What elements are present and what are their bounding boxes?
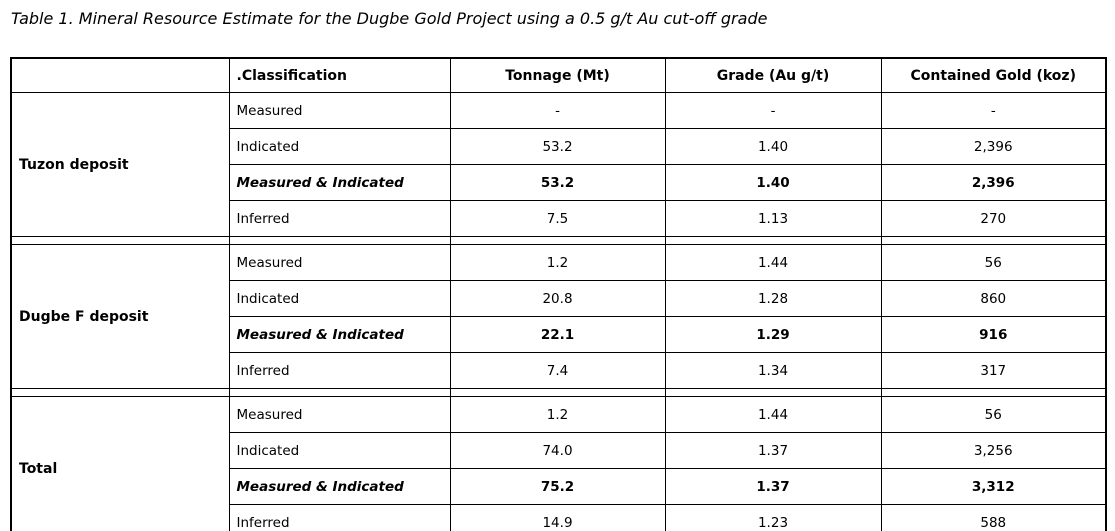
tonnage-cell: - bbox=[449, 92, 666, 129]
contained-gold-cell: 56 bbox=[880, 396, 1107, 433]
contained-gold-cell: 2,396 bbox=[880, 164, 1107, 201]
deposit-name-cell: Total bbox=[10, 396, 230, 531]
tonnage-cell: 14.9 bbox=[449, 504, 666, 531]
table-body: Tuzon deposit Measured - - - Indicated 53.2 1.4… bbox=[10, 92, 1107, 531]
classification-cell: Measured & Indicated bbox=[228, 468, 451, 505]
grade-cell: 1.40 bbox=[664, 128, 882, 165]
grade-cell: 1.44 bbox=[664, 396, 882, 433]
spacer-cell bbox=[880, 388, 1107, 397]
contained-gold-cell: 2,396 bbox=[880, 128, 1107, 165]
tonnage-cell: 20.8 bbox=[449, 280, 666, 317]
classification-cell: Indicated bbox=[228, 128, 451, 165]
classification-cell: Measured & Indicated bbox=[228, 164, 451, 201]
header-grade: Grade (Au g/t) bbox=[664, 57, 882, 93]
group-spacer-row bbox=[10, 236, 1107, 245]
classification-cell: Measured bbox=[228, 396, 451, 433]
table-row: Indicated 74.0 1.37 3,256 bbox=[11, 432, 1107, 469]
tonnage-cell: 1.2 bbox=[449, 244, 666, 281]
table-row: Dugbe F deposit Measured 1.2 1.44 56 bbox=[10, 244, 1107, 389]
spacer-cell bbox=[228, 388, 451, 397]
grade-cell: 1.37 bbox=[664, 468, 882, 505]
header-classification: .Classification bbox=[228, 57, 451, 93]
classification-cell: Measured & Indicated bbox=[228, 316, 451, 353]
table-row: Inferred 7.5 1.13 270 bbox=[11, 200, 1107, 237]
tonnage-cell: 22.1 bbox=[449, 316, 666, 353]
table-row: Measured & Indicated 53.2 1.40 2,396 bbox=[11, 164, 1107, 201]
contained-gold-cell: 270 bbox=[880, 200, 1107, 237]
grade-cell: 1.34 bbox=[664, 352, 882, 389]
spacer-cell bbox=[10, 388, 230, 397]
classification-cell: Indicated bbox=[228, 280, 451, 317]
table-row: Measured & Indicated 22.1 1.29 916 bbox=[11, 316, 1107, 353]
grade-cell: 1.37 bbox=[664, 432, 882, 469]
table-row: Indicated 53.2 1.40 2,396 bbox=[11, 128, 1107, 165]
spacer-cell bbox=[664, 236, 882, 245]
header-contained-gold: Contained Gold (koz) bbox=[880, 57, 1107, 93]
classification-cell: Inferred bbox=[228, 352, 451, 389]
grade-cell: 1.44 bbox=[664, 244, 882, 281]
mineral-resource-table: .Classification Tonnage (Mt) Grade (Au g… bbox=[10, 57, 1107, 531]
classification-cell: Measured bbox=[228, 244, 451, 281]
table-row: Inferred 7.4 1.34 317 bbox=[11, 352, 1107, 389]
contained-gold-cell: 588 bbox=[880, 504, 1107, 531]
contained-gold-cell: 916 bbox=[880, 316, 1107, 353]
table-row: Total Measured 1.2 1.44 56 bbox=[10, 396, 1107, 531]
contained-gold-cell: 860 bbox=[880, 280, 1107, 317]
contained-gold-cell: - bbox=[880, 92, 1107, 129]
classification-cell: Inferred bbox=[228, 200, 451, 237]
tonnage-cell: 74.0 bbox=[449, 432, 666, 469]
grade-cell: 1.29 bbox=[664, 316, 882, 353]
grade-cell: 1.23 bbox=[664, 504, 882, 531]
tonnage-cell: 53.2 bbox=[449, 128, 666, 165]
spacer-cell bbox=[664, 388, 882, 397]
tonnage-cell: 1.2 bbox=[449, 396, 666, 433]
spacer-cell bbox=[228, 236, 451, 245]
table-header-row: .Classification Tonnage (Mt) Grade (Au g… bbox=[10, 57, 1107, 93]
deposit-name-cell: Dugbe F deposit bbox=[10, 244, 230, 389]
spacer-cell bbox=[449, 388, 666, 397]
tonnage-cell: 7.4 bbox=[449, 352, 666, 389]
spacer-cell bbox=[10, 236, 230, 245]
contained-gold-cell: 3,312 bbox=[880, 468, 1107, 505]
classification-cell: Indicated bbox=[228, 432, 451, 469]
header-deposit bbox=[10, 57, 230, 93]
table-title: Table 1. Mineral Resource Estimate for t… bbox=[11, 9, 768, 28]
table-row: Indicated 20.8 1.28 860 bbox=[11, 280, 1107, 317]
deposit-name-cell: Tuzon deposit bbox=[10, 92, 230, 237]
contained-gold-cell: 3,256 bbox=[880, 432, 1107, 469]
classification-cell: Inferred bbox=[228, 504, 451, 531]
tonnage-cell: 75.2 bbox=[449, 468, 666, 505]
tonnage-cell: 53.2 bbox=[449, 164, 666, 201]
grade-cell: - bbox=[664, 92, 882, 129]
tonnage-cell: 7.5 bbox=[449, 200, 666, 237]
spacer-cell bbox=[880, 236, 1107, 245]
table-row: Tuzon deposit Measured - - - bbox=[10, 92, 1107, 237]
contained-gold-cell: 56 bbox=[880, 244, 1107, 281]
classification-cell: Measured bbox=[228, 92, 451, 129]
group-spacer-row bbox=[10, 388, 1107, 397]
spacer-cell bbox=[449, 236, 666, 245]
grade-cell: 1.28 bbox=[664, 280, 882, 317]
grade-cell: 1.40 bbox=[664, 164, 882, 201]
table-row: Inferred 14.9 1.23 588 bbox=[11, 504, 1107, 531]
grade-cell: 1.13 bbox=[664, 200, 882, 237]
table-row: Measured & Indicated 75.2 1.37 3,312 bbox=[11, 468, 1107, 505]
header-tonnage: Tonnage (Mt) bbox=[449, 57, 666, 93]
contained-gold-cell: 317 bbox=[880, 352, 1107, 389]
